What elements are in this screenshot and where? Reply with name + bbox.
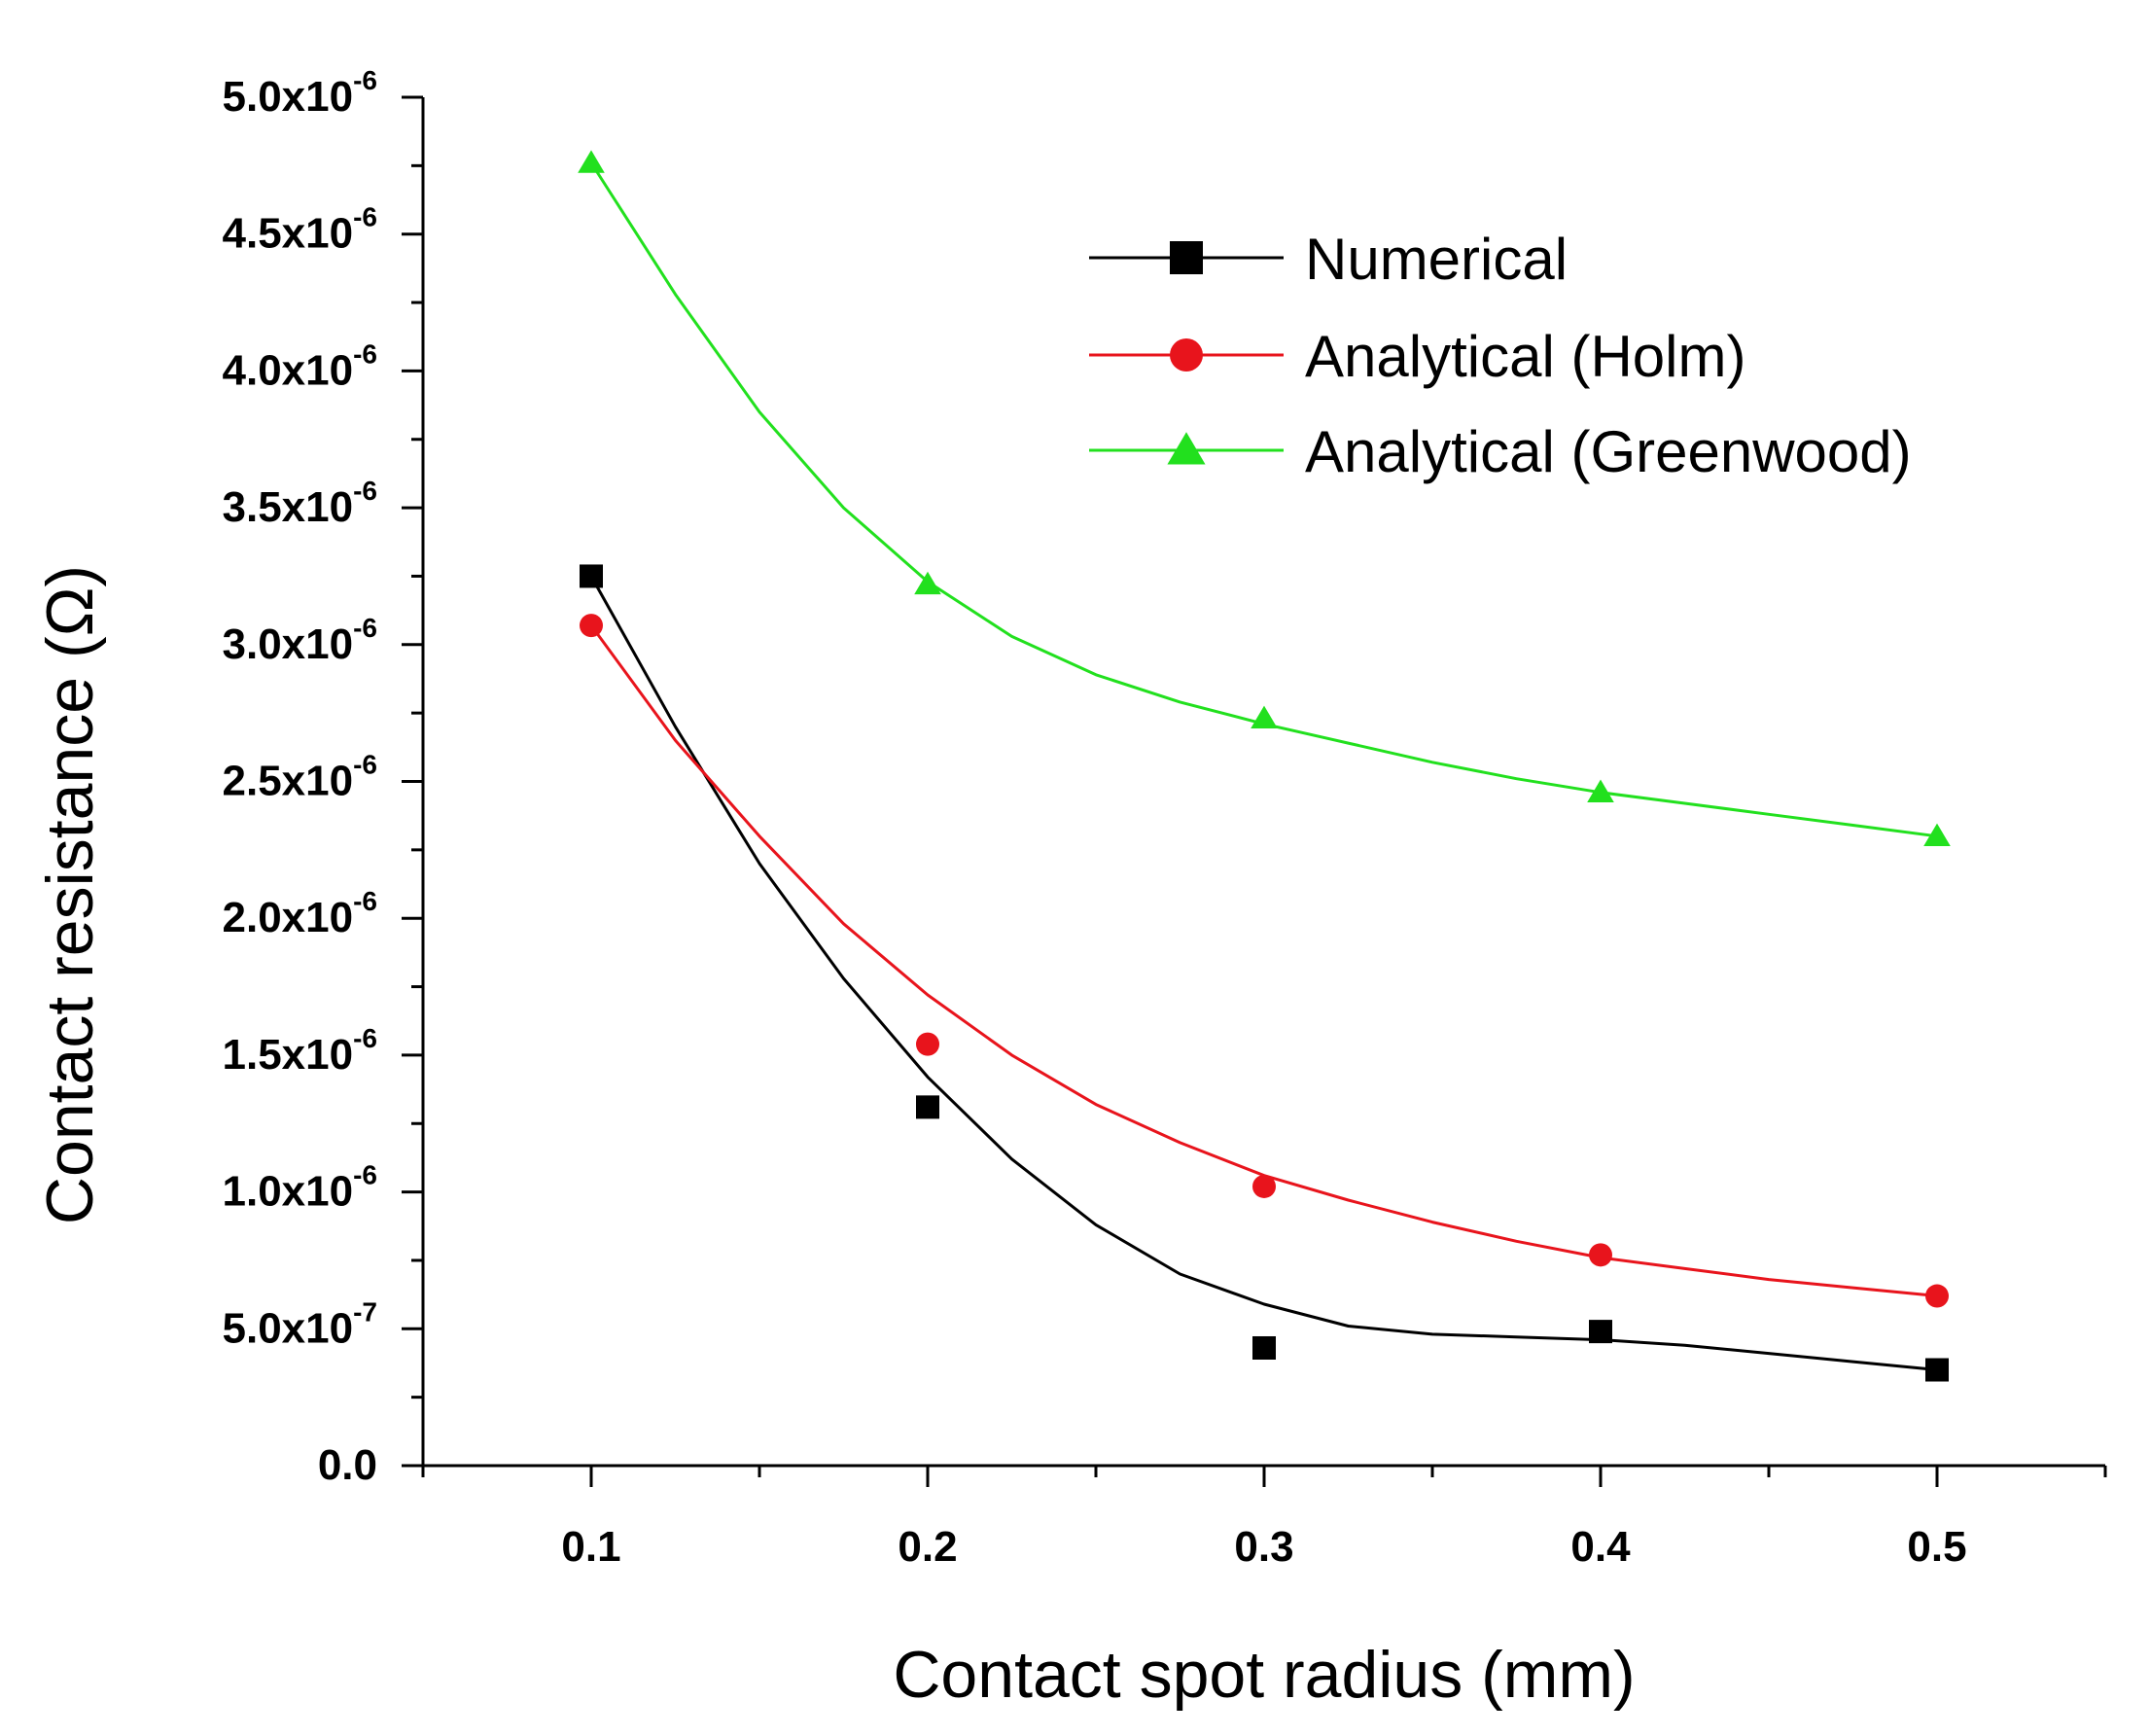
x-tick-label: 0.5 xyxy=(1907,1523,1966,1571)
data-point-square xyxy=(1925,1358,1949,1382)
fit-curve-square xyxy=(589,575,1938,1371)
data-point-square xyxy=(916,1095,939,1119)
legend-marker-square xyxy=(1170,241,1203,274)
y-axis-title: Contact resistance (Ω) xyxy=(33,565,107,1224)
y-tick-label: 4.0x10-6 xyxy=(223,338,377,394)
y-tick-label: 2.0x10-6 xyxy=(223,886,377,941)
data-point-circle xyxy=(916,1032,939,1056)
data-point-triangle xyxy=(578,150,605,173)
data-point-triangle xyxy=(1923,823,1951,846)
y-tick-label: 2.5x10-6 xyxy=(223,750,377,805)
x-tick-label: 0.2 xyxy=(898,1523,957,1571)
data-markers xyxy=(578,150,1951,1382)
data-point-square xyxy=(1589,1320,1612,1344)
y-tick-label: 4.5x10-6 xyxy=(223,202,377,258)
data-point-circle xyxy=(1252,1174,1276,1198)
legend-label: Analytical (Holm) xyxy=(1305,324,1745,389)
data-point-circle xyxy=(1589,1243,1612,1267)
data-point-triangle xyxy=(1251,705,1278,728)
y-tick-label: 1.0x10-6 xyxy=(223,1160,377,1216)
legend-marker-circle xyxy=(1170,338,1203,372)
data-point-circle xyxy=(1925,1284,1949,1308)
y-tick-label: 3.5x10-6 xyxy=(223,476,377,531)
y-tick-label: 1.5x10-6 xyxy=(223,1023,377,1079)
legend: Numerical Analytical (Holm) Analytical (Gr… xyxy=(1089,227,1912,484)
legend-label: Analytical (Greenwood) xyxy=(1305,419,1912,484)
x-axis-title: Contact spot radius (mm) xyxy=(893,1638,1635,1712)
data-point-triangle xyxy=(914,571,941,595)
y-tick-label: 5.0x10-7 xyxy=(223,1296,377,1352)
x-tick-label: 0.1 xyxy=(561,1523,620,1571)
legend-label: Numerical xyxy=(1305,227,1568,292)
data-point-square xyxy=(1252,1335,1276,1360)
data-point-square xyxy=(580,564,603,588)
y-tick-label: 3.0x10-6 xyxy=(223,613,377,668)
y-tick-label: 5.0x10-6 xyxy=(223,65,377,121)
x-tick-label: 0.4 xyxy=(1570,1523,1631,1571)
data-point-circle xyxy=(580,614,603,638)
legend-marker-triangle xyxy=(1167,432,1206,465)
x-tick-label: 0.3 xyxy=(1234,1523,1293,1571)
data-point-triangle xyxy=(1587,779,1614,802)
y-tick-label: 0.0 xyxy=(318,1441,377,1489)
fit-curve-triangle xyxy=(589,161,1938,838)
axes: 0.0 5.0x10-7 1.0x10-6 1.5x10-6 2.0x10-6 2.5x1… xyxy=(223,65,2107,1571)
